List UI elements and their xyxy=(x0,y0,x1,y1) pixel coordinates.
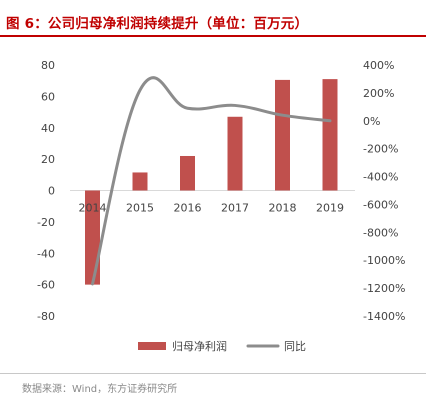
y-right-tick-label: -400% xyxy=(363,171,398,184)
series-line-yoy xyxy=(91,76,332,286)
y-right-tick-label: -1200% xyxy=(363,282,405,295)
y-right-tick-label: 200% xyxy=(363,87,394,100)
x-tick-label: 2018 xyxy=(269,202,297,215)
y-right-tick-label: -800% xyxy=(363,226,398,239)
y-left-tick-label: 20 xyxy=(41,153,55,166)
y-left-tick-label: -60 xyxy=(37,279,55,292)
bar-2018 xyxy=(275,79,290,191)
legend-label-line: 同比 xyxy=(284,340,306,353)
y-left-tick-label: 40 xyxy=(41,122,55,135)
y-left-tick-label: -40 xyxy=(37,247,55,260)
source-note: 数据来源：Wind，东方证券研究所 xyxy=(22,384,178,395)
y-right-tick-label: -600% xyxy=(363,198,398,211)
footer-divider xyxy=(0,373,426,374)
x-tick-label: 2015 xyxy=(126,202,154,215)
x-tick-label: 2017 xyxy=(221,202,249,215)
y-left-tick-label: 0 xyxy=(48,185,55,198)
y-left-tick-label: -20 xyxy=(37,216,55,229)
y-left-tick-label: 80 xyxy=(41,59,55,72)
y-right-tick-label: 400% xyxy=(363,59,394,72)
legend-swatch-bar xyxy=(138,342,166,350)
bar-2019 xyxy=(322,79,338,191)
y-right-tick-label: -200% xyxy=(363,143,398,156)
y-right-tick-label: -1000% xyxy=(363,254,405,267)
legend-label-bar: 归母净利润 xyxy=(172,339,227,353)
bar-2017 xyxy=(227,116,243,191)
y-left-tick-label: -80 xyxy=(37,310,55,323)
y-left-tick-label: 60 xyxy=(41,90,55,103)
title-divider xyxy=(0,35,426,37)
bar-2016 xyxy=(180,155,195,191)
bar-2015 xyxy=(132,172,148,191)
x-tick-label: 2016 xyxy=(174,202,202,215)
y-right-tick-label: -1400% xyxy=(363,310,405,323)
x-tick-label: 2014 xyxy=(79,202,107,215)
chart-title: 图 6：公司归母净利润持续提升（单位：百万元） xyxy=(6,16,309,32)
y-right-tick-label: 0% xyxy=(363,115,380,128)
x-tick-label: 2019 xyxy=(316,202,344,215)
